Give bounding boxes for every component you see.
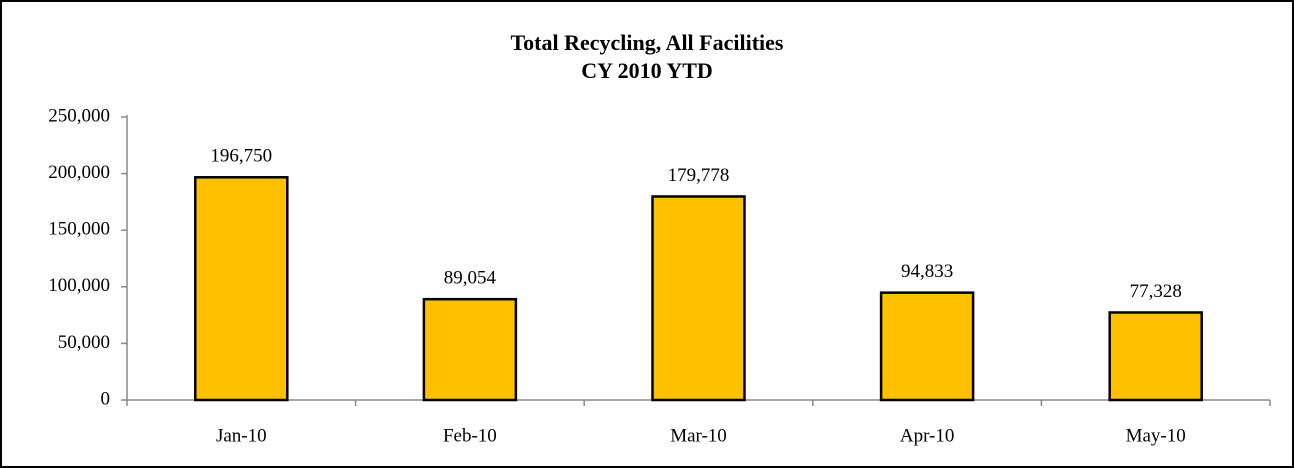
data-label: 77,328 bbox=[1130, 281, 1182, 302]
y-tick-label: 200,000 bbox=[48, 162, 110, 183]
chart-subtitle: CY 2010 YTD bbox=[581, 58, 713, 83]
data-label: 179,778 bbox=[668, 165, 730, 186]
x-tick-label: Mar-10 bbox=[670, 425, 727, 446]
x-tick-label: Feb-10 bbox=[443, 425, 497, 446]
bar bbox=[879, 291, 975, 402]
y-tick-label: 0 bbox=[101, 388, 111, 409]
x-tick-label: May-10 bbox=[1126, 425, 1186, 446]
bar bbox=[651, 195, 746, 402]
x-tick-label: Jan-10 bbox=[216, 425, 267, 446]
chart-title: Total Recycling, All Facilities bbox=[511, 30, 784, 55]
y-tick-label: 100,000 bbox=[48, 275, 110, 296]
bar bbox=[194, 176, 289, 402]
y-tick-label: 250,000 bbox=[48, 105, 110, 126]
data-label: 94,833 bbox=[901, 261, 953, 282]
x-tick-label: Apr-10 bbox=[900, 425, 955, 446]
y-tick-label: 50,000 bbox=[58, 332, 110, 353]
bar bbox=[1108, 311, 1203, 402]
bar bbox=[422, 297, 518, 402]
data-label: 196,750 bbox=[210, 146, 272, 167]
y-tick-label: 150,000 bbox=[48, 219, 110, 240]
data-label: 89,054 bbox=[444, 268, 497, 289]
